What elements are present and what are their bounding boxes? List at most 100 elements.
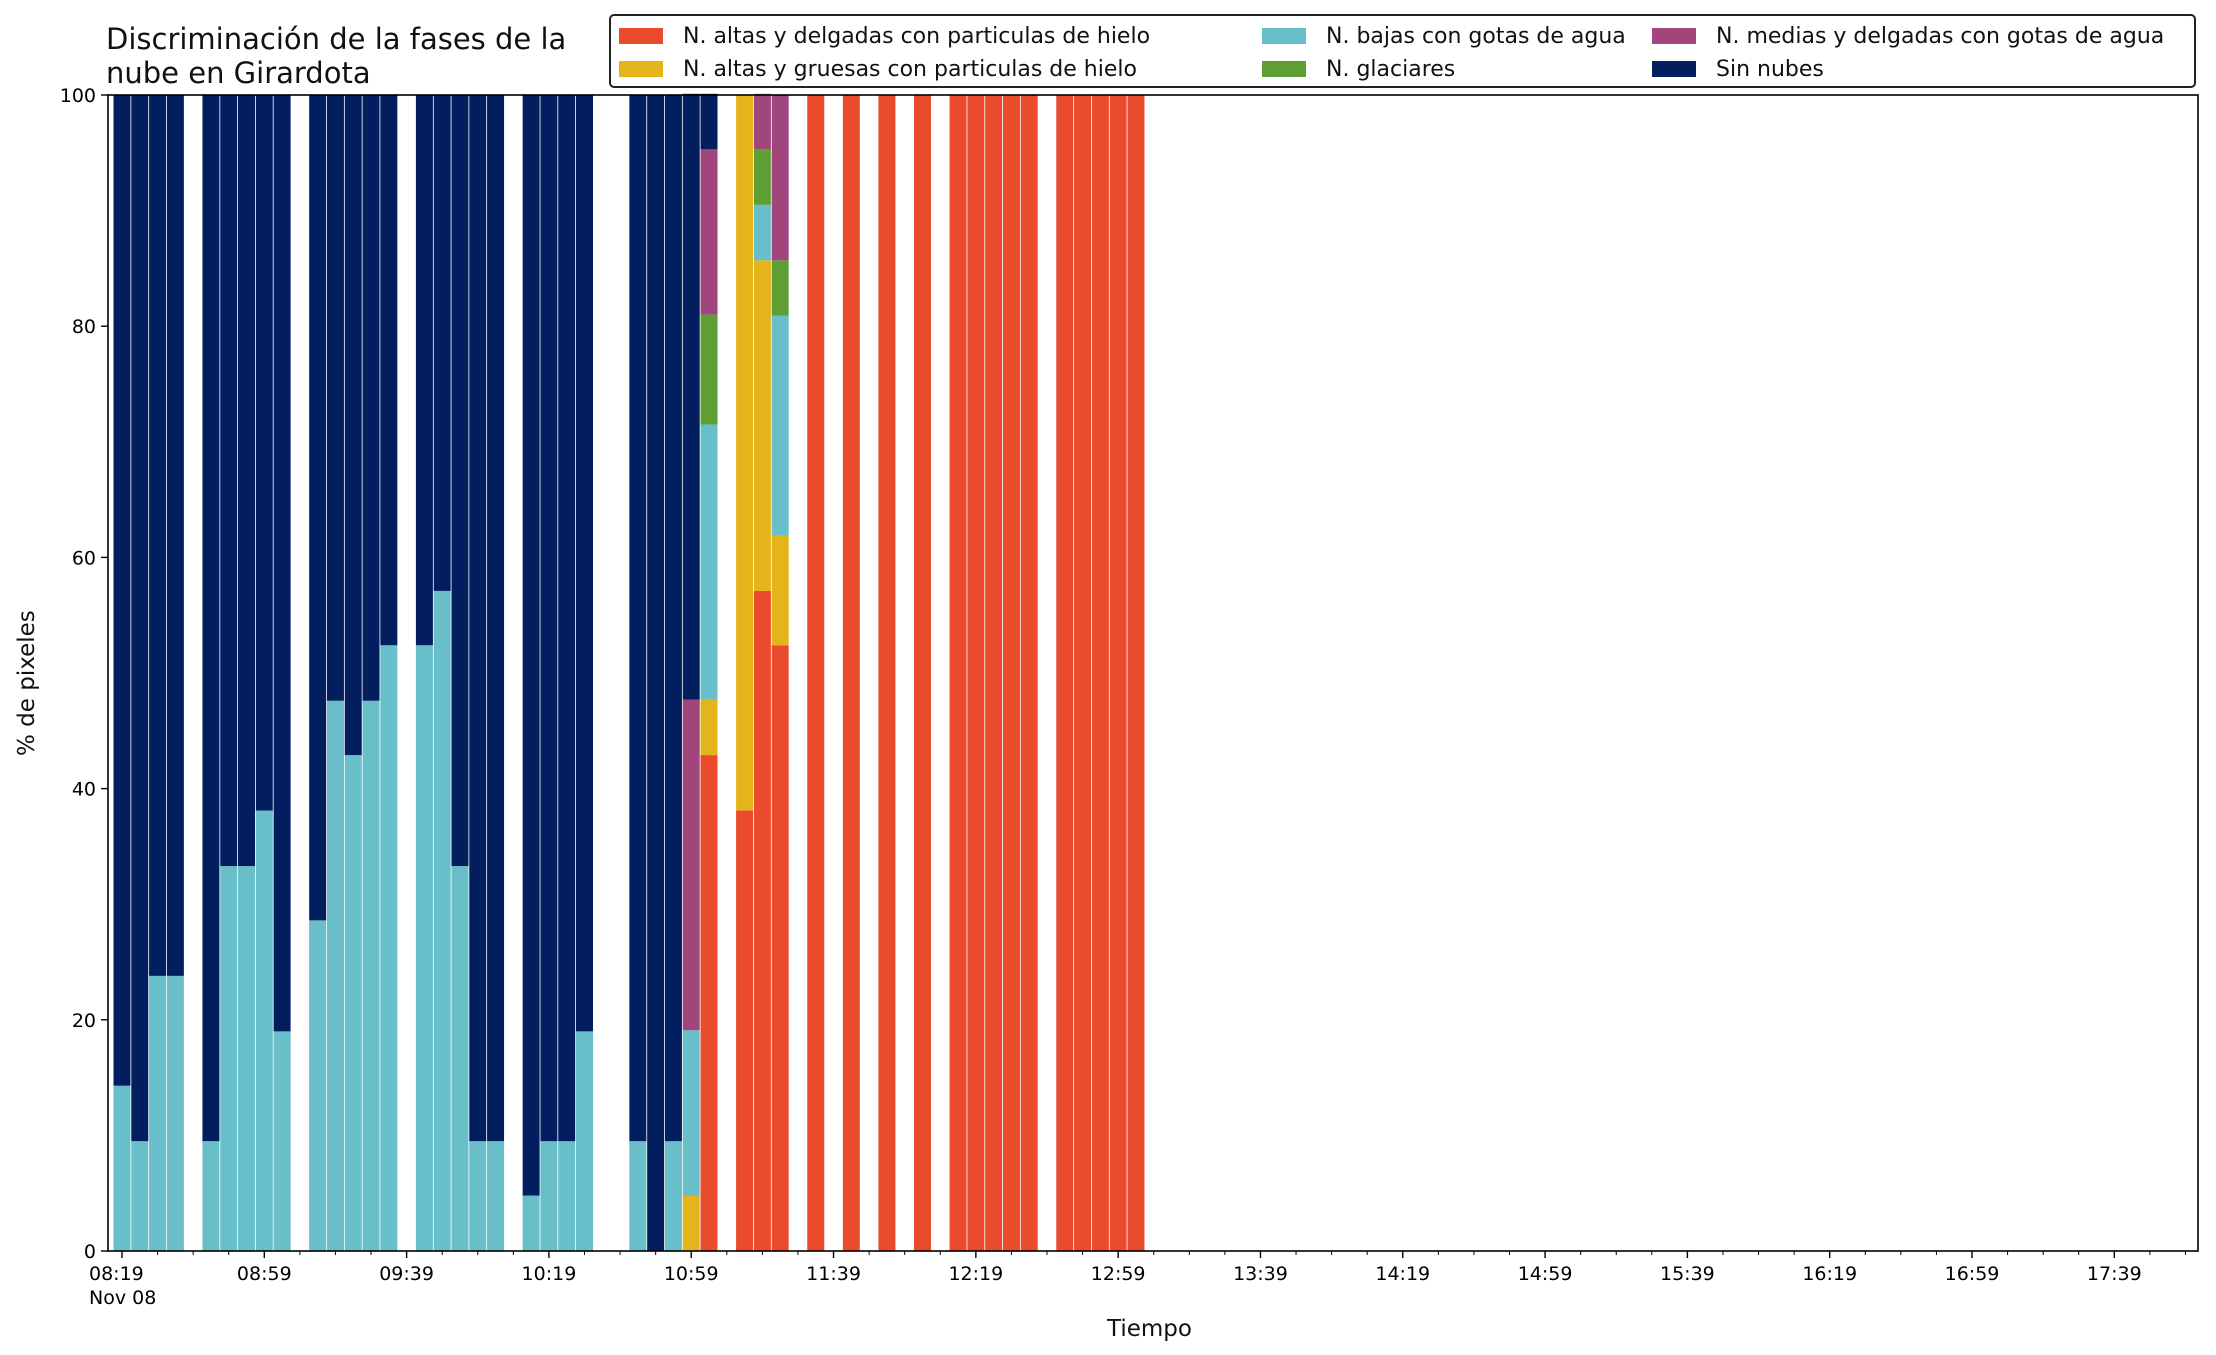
bar-segment-sin-nubes xyxy=(362,95,380,701)
bar-segment-altas-delgadas-hielo xyxy=(1091,95,1109,1251)
bar-segment-bajas-gotas xyxy=(362,700,380,1251)
bar-segment-altas-delgadas-hielo xyxy=(1002,95,1020,1251)
bar-segment-sin-nubes xyxy=(131,95,149,1142)
legend-label: Sin nubes xyxy=(1716,56,1824,82)
legend-swatch xyxy=(1262,28,1306,44)
legend-item-sin-nubes: Sin nubes xyxy=(1652,55,1824,83)
x-tick-label: 14:59 xyxy=(1518,1263,1573,1285)
bar-segment-sin-nubes xyxy=(700,93,718,150)
bar-segment-altas-gruesas-hielo xyxy=(753,260,771,591)
bar-segment-sin-nubes xyxy=(664,95,682,1142)
bar-segment-altas-delgadas-hielo xyxy=(1074,95,1092,1251)
x-tick-label: 14:19 xyxy=(1375,1263,1430,1285)
y-tick-label: 80 xyxy=(72,316,96,338)
bars-layer xyxy=(113,93,1145,1251)
bar-segment-sin-nubes xyxy=(540,95,558,1142)
bar-segment-altas-delgadas-hielo xyxy=(1109,95,1127,1251)
bar-segment-glaciares xyxy=(753,149,771,205)
x-tick-label: 10:19 xyxy=(522,1263,577,1285)
x-tick-label: 11:39 xyxy=(806,1263,861,1285)
bar-segment-bajas-gotas xyxy=(326,700,344,1251)
bar-segment-altas-delgadas-hielo xyxy=(1056,95,1074,1251)
bar-segment-altas-gruesas-hielo xyxy=(736,95,754,811)
bar-segment-bajas-gotas xyxy=(682,1030,700,1196)
bar-segment-altas-delgadas-hielo xyxy=(700,755,718,1251)
bar-segment-sin-nubes xyxy=(647,95,665,1251)
legend-swatch xyxy=(619,28,663,44)
bar-segment-bajas-gotas xyxy=(558,1141,576,1251)
bar-segment-altas-delgadas-hielo xyxy=(949,95,967,1251)
bar-segment-medias-delgadas-gotas xyxy=(771,95,789,261)
bar-segment-sin-nubes xyxy=(273,95,291,1032)
chart-title: Discriminación de la fases de la nube en… xyxy=(106,22,566,90)
bar-segment-altas-delgadas-hielo xyxy=(771,645,789,1251)
bar-segment-sin-nubes xyxy=(558,95,576,1142)
bar-segment-sin-nubes xyxy=(415,95,433,646)
bar-segment-altas-delgadas-hielo xyxy=(878,95,896,1251)
legend-label: N. altas y delgadas con particulas de hi… xyxy=(683,23,1151,49)
y-tick-label: 0 xyxy=(84,1241,96,1263)
bar-segment-bajas-gotas xyxy=(255,810,273,1251)
axes-layer: 0 20 40 60 80 100 08:19 Nov 08 08:59 09:39 10:19 10… xyxy=(60,85,2199,1309)
bar-segment-sin-nubes xyxy=(629,95,647,1142)
bar-segment-altas-delgadas-hielo xyxy=(807,95,825,1251)
bar-segment-sin-nubes xyxy=(380,95,398,646)
bar-segment-bajas-gotas xyxy=(131,1141,149,1251)
bar-segment-medias-delgadas-gotas xyxy=(753,93,771,150)
x-tick-label: 13:39 xyxy=(1233,1263,1288,1285)
bar-segment-altas-delgadas-hielo xyxy=(753,590,771,1251)
legend-item-bajas-gotas: N. bajas con gotas de agua xyxy=(1262,22,1626,50)
x-tick-label: 15:39 xyxy=(1660,1263,1715,1285)
bar-segment-bajas-gotas xyxy=(273,1031,291,1251)
bar-segment-medias-delgadas-gotas xyxy=(700,149,718,315)
legend-swatch xyxy=(1652,28,1696,44)
bar-segment-sin-nubes xyxy=(487,95,505,1142)
bar-segment-bajas-gotas xyxy=(469,1141,487,1251)
bar-segment-bajas-gotas xyxy=(576,1031,593,1251)
legend-swatch xyxy=(619,61,663,77)
bar-segment-sin-nubes xyxy=(469,95,487,1142)
bar-segment-sin-nubes xyxy=(202,95,220,1142)
bar-segment-bajas-gotas xyxy=(309,920,327,1251)
bar-segment-altas-delgadas-hielo xyxy=(985,95,1003,1251)
x-tick-label: 17:39 xyxy=(2087,1263,2142,1285)
bar-segment-bajas-gotas xyxy=(771,315,789,536)
bar-segment-sin-nubes xyxy=(113,95,131,1086)
bar-segment-sin-nubes xyxy=(309,95,327,921)
plot-frame xyxy=(107,94,2199,1252)
bar-segment-altas-delgadas-hielo xyxy=(967,95,985,1251)
bar-segment-sin-nubes xyxy=(576,95,593,1032)
legend-label: N. bajas con gotas de agua xyxy=(1326,23,1626,49)
bar-segment-bajas-gotas xyxy=(220,866,238,1251)
legend-item-medias-delgadas-gotas: N. medias y delgadas con gotas de agua xyxy=(1652,22,2164,50)
legend-label: N. glaciares xyxy=(1326,56,1456,82)
y-axis-label: % de pixeles xyxy=(14,610,40,756)
y-tick-label: 100 xyxy=(60,85,96,107)
legend-item-altas-gruesas-hielo: N. altas y gruesas con particulas de hie… xyxy=(619,55,1137,83)
bar-segment-sin-nubes xyxy=(166,95,184,976)
bar-segment-bajas-gotas xyxy=(451,866,469,1251)
bar-segment-bajas-gotas xyxy=(166,975,184,1251)
bar-segment-bajas-gotas xyxy=(113,1085,131,1251)
bar-segment-glaciares xyxy=(771,260,789,316)
bar-segment-altas-gruesas-hielo xyxy=(700,699,718,756)
chart-title-line-1: Discriminación de la fases de la xyxy=(106,22,567,56)
x-tick-label: 12:19 xyxy=(948,1263,1003,1285)
bar-segment-bajas-gotas xyxy=(487,1141,505,1251)
bar-segment-sin-nubes xyxy=(433,95,451,591)
x-tick-label: 12:59 xyxy=(1091,1263,1146,1285)
bar-segment-bajas-gotas xyxy=(664,1141,682,1251)
bar-segment-bajas-gotas xyxy=(700,424,718,700)
x-tick-label: 10:59 xyxy=(664,1263,719,1285)
y-tick-label: 20 xyxy=(72,1010,96,1032)
bar-segment-medias-delgadas-gotas xyxy=(682,699,700,1031)
chart-title-line-2: nube en Girardota xyxy=(106,56,371,90)
bar-segment-bajas-gotas xyxy=(344,755,362,1251)
bar-segment-bajas-gotas xyxy=(415,645,433,1251)
legend-item-glaciares: N. glaciares xyxy=(1262,55,1455,83)
bar-segment-sin-nubes xyxy=(682,93,700,700)
bar-segment-sin-nubes xyxy=(522,95,540,1196)
x-tick-label: 16:19 xyxy=(1802,1263,1857,1285)
y-tick-label: 40 xyxy=(72,779,96,801)
bar-segment-bajas-gotas xyxy=(202,1141,220,1251)
